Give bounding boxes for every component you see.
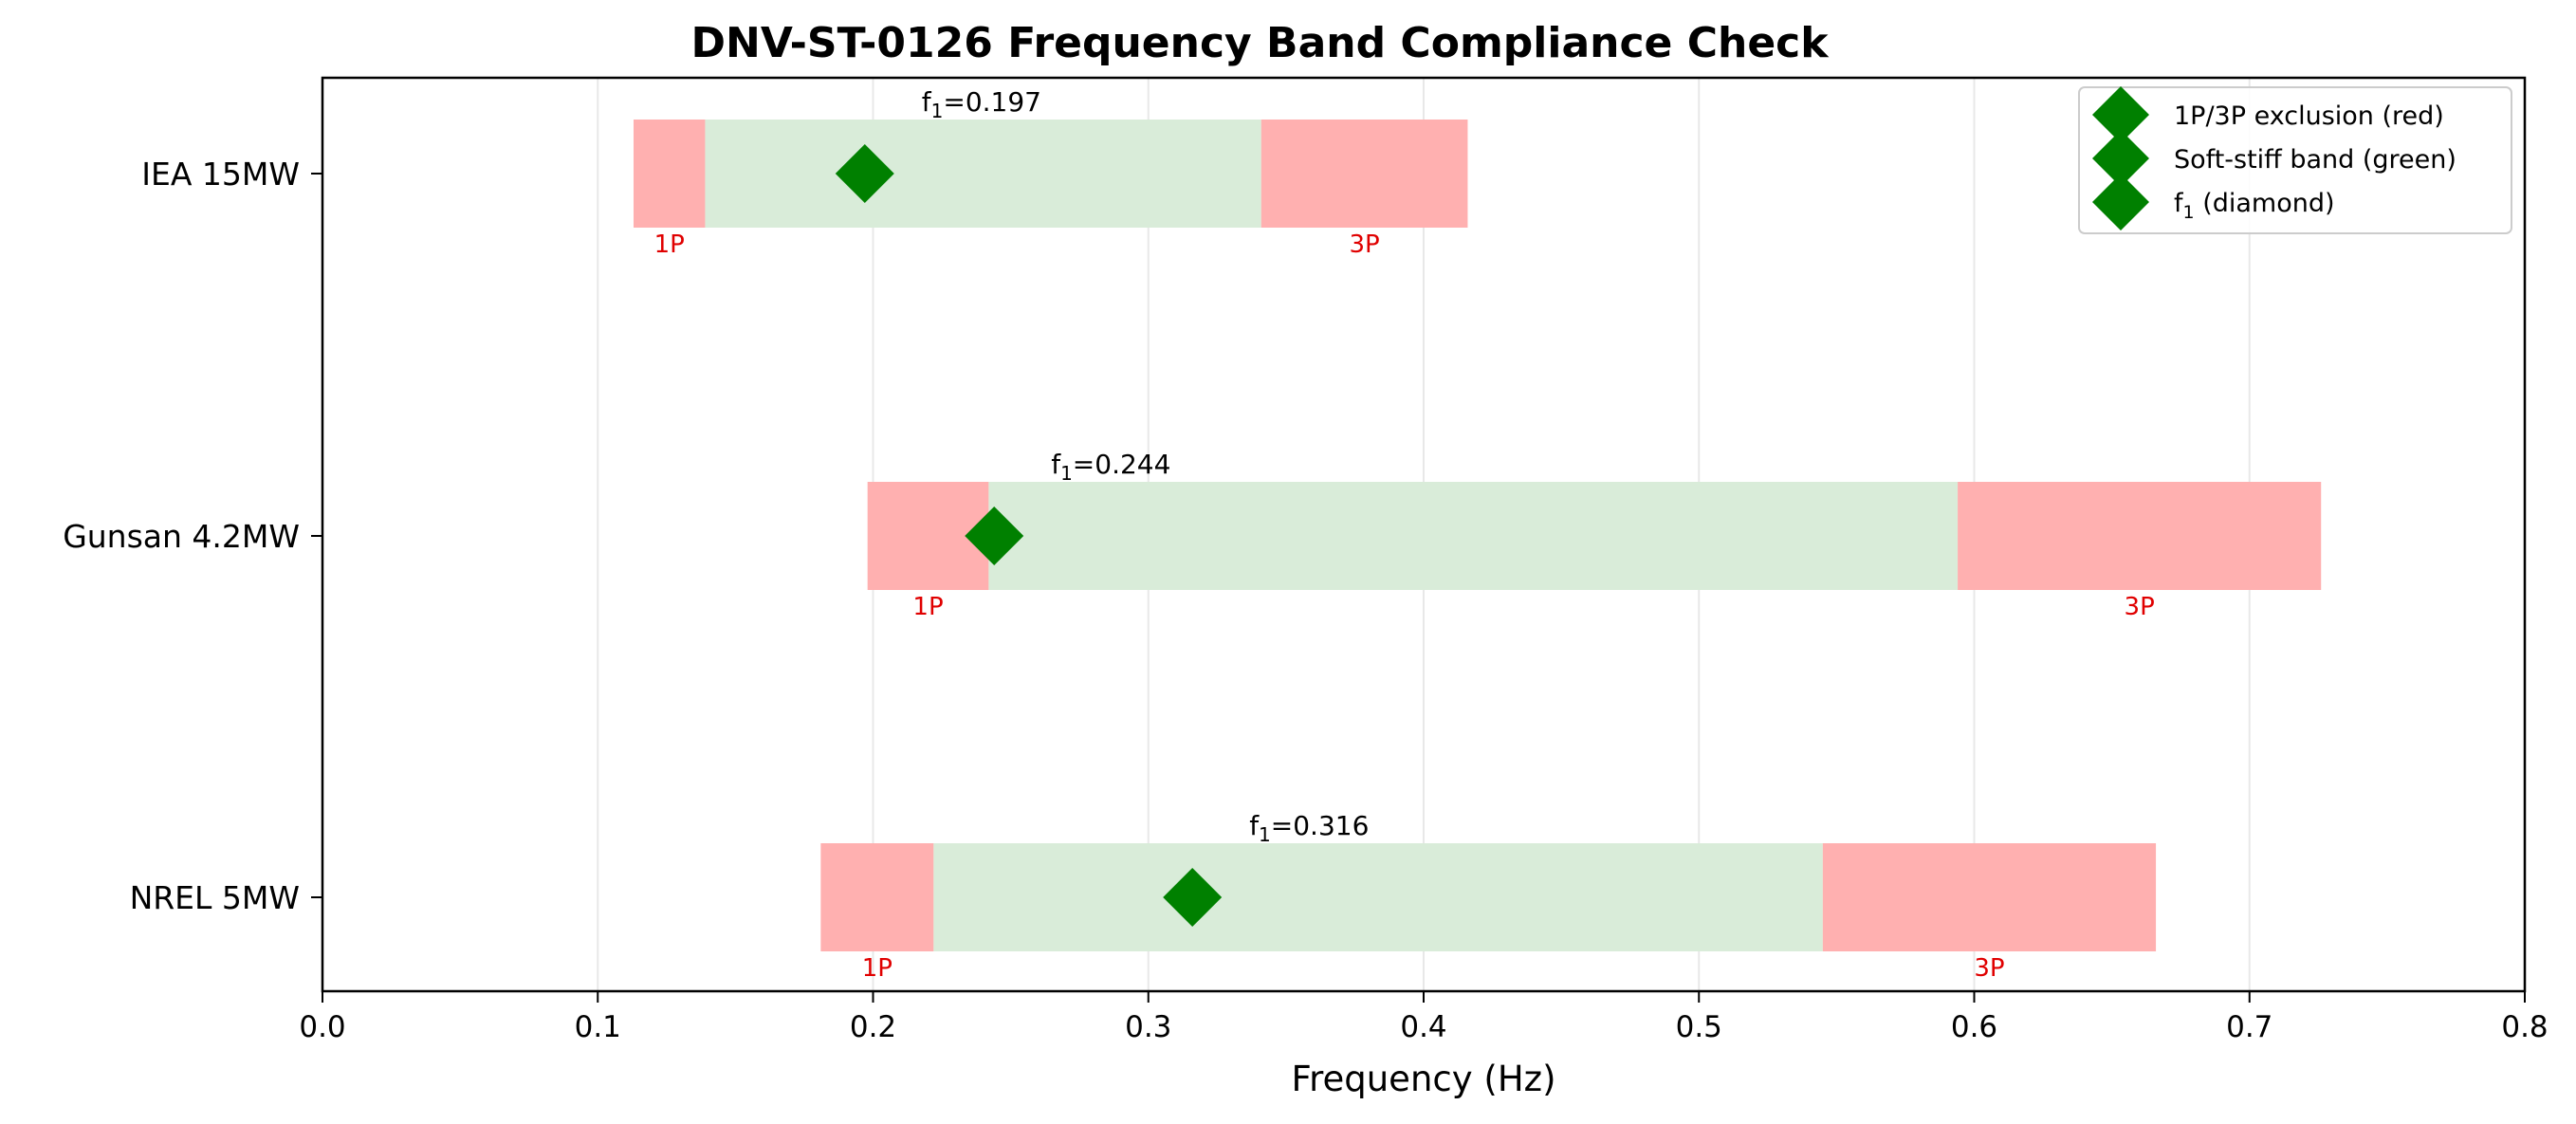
soft-stiff-band <box>988 482 1959 590</box>
band-label-3p: 3P <box>2125 593 2155 621</box>
y-category-label: Gunsan 4.2MW <box>63 518 300 555</box>
f1-value-label: f1=0.244 <box>1051 449 1170 485</box>
band-label-1p: 1P <box>654 230 685 259</box>
band-label-1p: 1P <box>862 954 892 983</box>
f1-marker-diamond <box>1163 868 1223 927</box>
turbine-row: 1P 3P <box>820 843 2157 983</box>
legend-label: 1P/3P exclusion (red) <box>2174 101 2444 131</box>
exclusion-band-3p <box>1822 843 2157 951</box>
band-label-1p: 1P <box>912 593 943 621</box>
markers-layer: f1=0.197 f1=0.244 f1=0.316 <box>835 86 1369 927</box>
x-tick-label: 0.2 <box>850 1010 896 1044</box>
turbine-row: 1P 3P <box>867 482 2322 621</box>
y-axis: IEA 15MW Gunsan 4.2MW NREL 5MW <box>63 156 322 916</box>
x-tick-label: 0.8 <box>2501 1010 2548 1044</box>
legend-diamond-icon <box>2092 130 2149 187</box>
band-label-3p: 3P <box>1349 230 1379 259</box>
band-label-3p: 3P <box>1974 954 2004 983</box>
x-tick-label: 0.6 <box>1951 1010 1997 1044</box>
exclusion-band-1p <box>633 120 706 228</box>
f1-value-label: f1=0.197 <box>922 86 1041 122</box>
y-category-label: IEA 15MW <box>141 156 300 193</box>
legend-label: f1 (diamond) <box>2174 189 2335 223</box>
x-tick-label: 0.1 <box>575 1010 621 1044</box>
legend-label: Soft-stiff band (green) <box>2174 145 2456 175</box>
legend-diamond-icon <box>2092 86 2149 143</box>
bars-layer: 1P 3P 1P 3P 1P 3P <box>633 120 2322 983</box>
x-axis-label: Frequency (Hz) <box>1291 1059 1555 1099</box>
legend-box <box>2078 86 2512 234</box>
x-tick-label: 0.5 <box>1676 1010 1722 1044</box>
exclusion-band-1p <box>820 843 934 951</box>
exclusion-band-3p <box>1260 120 1468 228</box>
soft-stiff-band <box>705 120 1261 228</box>
exclusion-band-3p <box>1958 482 2322 590</box>
x-axis: 0.0 0.1 0.2 0.3 0.4 0.5 0.6 0.7 0.8 <box>299 991 2548 1044</box>
f1-marker-diamond <box>965 507 1024 565</box>
x-tick-label: 0.7 <box>2226 1010 2272 1044</box>
f1-marker-diamond <box>835 144 894 203</box>
turbine-row: 1P 3P <box>633 120 1468 259</box>
x-tick-label: 0.0 <box>299 1010 345 1044</box>
soft-stiff-band <box>933 843 1823 951</box>
x-tick-label: 0.3 <box>1125 1010 1171 1044</box>
legend-diamond-icon <box>2092 174 2149 230</box>
chart-title: DNV-ST-0126 Frequency Band Compliance Ch… <box>690 19 1830 67</box>
legend[interactable]: 1P/3P exclusion (red) Soft-stiff band (gr… <box>2078 86 2512 234</box>
x-tick-label: 0.4 <box>1400 1010 1446 1044</box>
y-category-label: NREL 5MW <box>130 879 300 916</box>
f1-value-label: f1=0.316 <box>1249 810 1369 846</box>
